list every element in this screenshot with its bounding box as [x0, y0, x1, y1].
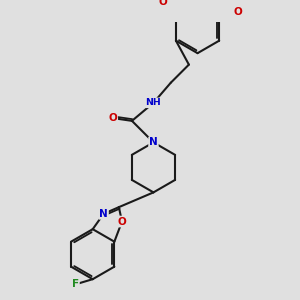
Text: N: N: [149, 137, 158, 147]
Text: O: O: [234, 7, 243, 17]
Text: N: N: [99, 209, 108, 219]
Text: O: O: [109, 113, 117, 123]
Text: F: F: [72, 279, 79, 290]
Text: O: O: [158, 0, 167, 8]
Text: NH: NH: [146, 98, 161, 107]
Text: O: O: [118, 217, 126, 226]
